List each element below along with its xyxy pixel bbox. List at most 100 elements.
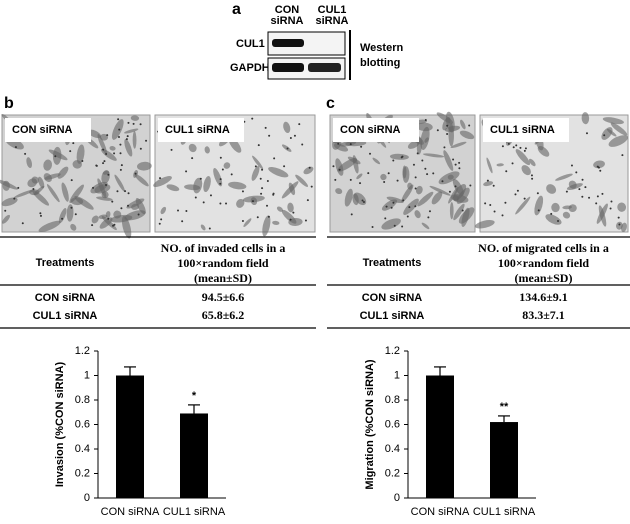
pore (256, 216, 259, 219)
pore (272, 193, 275, 196)
pore (127, 204, 130, 207)
row-label: CUL1 (236, 38, 265, 50)
y-tick-label: 0.8 (75, 394, 90, 406)
pore (266, 180, 269, 183)
pore (170, 148, 173, 151)
cell (57, 166, 69, 179)
blot (267, 31, 346, 56)
y-tick-label: 0.8 (385, 394, 400, 406)
pore (4, 209, 7, 212)
pore (107, 217, 110, 220)
cell (114, 174, 125, 192)
pore (448, 190, 451, 193)
pore (132, 122, 135, 125)
pore (501, 145, 504, 148)
pore (92, 186, 95, 189)
cell (204, 146, 210, 154)
cell (380, 173, 387, 181)
cell (424, 137, 429, 143)
cell (160, 206, 167, 215)
pore (424, 167, 427, 170)
cell (29, 189, 40, 196)
table-header: 100×random field (177, 256, 268, 270)
pore (504, 201, 507, 204)
cell (288, 217, 303, 226)
table-cell: CON siRNA (362, 292, 423, 304)
pore (530, 174, 533, 177)
pore (145, 139, 148, 142)
pore (185, 170, 188, 173)
pore (550, 212, 553, 215)
pore (515, 144, 518, 147)
cell (43, 159, 53, 171)
cell (1, 197, 18, 207)
pore (609, 207, 612, 210)
cell (456, 187, 470, 204)
pore (387, 172, 390, 175)
pore (493, 210, 496, 213)
pore (337, 142, 340, 145)
pore (241, 219, 244, 222)
cell (568, 180, 577, 189)
image-label: CON siRNA (12, 124, 73, 136)
pore (160, 218, 163, 221)
table-cell: CUL1 siRNA (360, 310, 425, 322)
pore (254, 165, 257, 168)
cell (124, 139, 133, 157)
y-tick-label: 0.4 (75, 443, 90, 455)
y-tick-label: 0.6 (385, 418, 400, 430)
y-tick-label: 1.2 (75, 345, 90, 357)
cell (562, 211, 571, 219)
pore (428, 210, 431, 213)
x-tick-label: CUL1 siRNA (473, 506, 536, 518)
cell (96, 196, 113, 201)
pore (581, 195, 584, 198)
band (272, 63, 304, 72)
cell (415, 185, 423, 195)
pore (400, 156, 403, 159)
cell (303, 166, 314, 175)
cell (381, 218, 401, 230)
y-axis-label: Invasion (%CON siRNA) (54, 362, 66, 488)
cell (236, 198, 245, 208)
pore (283, 165, 286, 168)
cell (401, 184, 414, 203)
pore (408, 206, 411, 209)
pore (578, 188, 581, 191)
cell (596, 203, 608, 224)
pore (427, 216, 430, 219)
pore (443, 146, 446, 149)
pore (599, 169, 602, 172)
pore (516, 189, 519, 192)
pore (454, 185, 457, 188)
cell (70, 223, 77, 231)
pore (507, 142, 510, 145)
pore (70, 179, 73, 182)
x-tick-label: CUL1 siRNA (163, 506, 226, 518)
pore (350, 213, 353, 216)
cell (483, 181, 494, 187)
row-label: GAPDH (230, 62, 270, 74)
significance: * (192, 390, 197, 402)
pore (185, 210, 188, 213)
cell (450, 141, 467, 149)
pore (406, 215, 409, 218)
pore (306, 199, 309, 202)
cell (459, 130, 475, 140)
pore (257, 144, 260, 147)
cell (562, 205, 572, 210)
pore (126, 135, 129, 138)
pore (298, 123, 301, 126)
pore (371, 226, 374, 229)
pore (557, 220, 560, 223)
cell (223, 162, 231, 169)
pore (293, 134, 296, 137)
cell (262, 215, 271, 237)
cell (449, 202, 454, 220)
cell (99, 217, 113, 229)
pore (393, 224, 396, 227)
y-tick-label: 1.2 (385, 345, 400, 357)
pore (618, 223, 621, 226)
cell (203, 176, 211, 193)
pore (361, 199, 364, 202)
